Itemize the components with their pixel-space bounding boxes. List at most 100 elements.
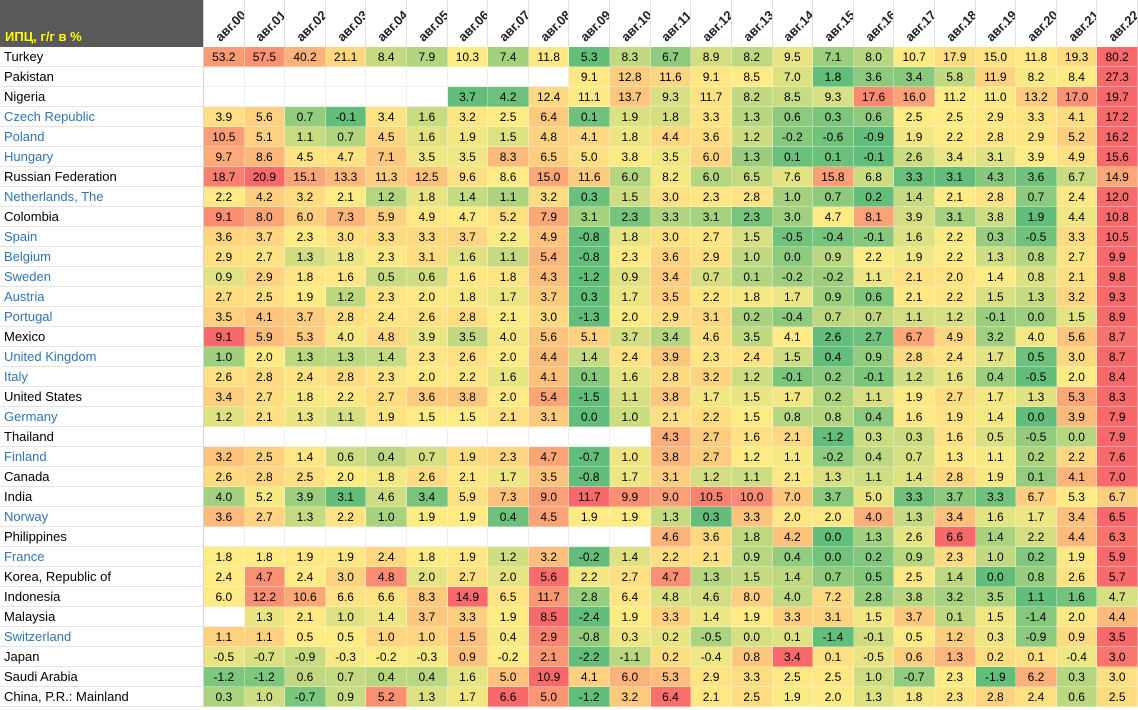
heatmap-cell: 2.9 xyxy=(691,667,732,687)
heatmap-cell: 2.1 xyxy=(488,307,529,327)
heatmap-cell: 3.8 xyxy=(447,387,489,407)
heatmap-cell xyxy=(285,67,326,87)
heatmap-cell: 0.9 xyxy=(894,547,935,567)
heatmap-cell: 0.1 xyxy=(772,147,814,167)
heatmap-cell: 17.6 xyxy=(853,87,895,107)
heatmap-cell xyxy=(204,427,245,447)
column-header-label: авг.20 xyxy=(1023,7,1057,45)
row-label[interactable]: Italy xyxy=(0,367,204,387)
heatmap-cell: 2.6 xyxy=(204,467,245,487)
heatmap-cell: 2.7 xyxy=(934,387,976,407)
heatmap-cell: 2.0 xyxy=(325,467,367,487)
column-header-label: авг.06 xyxy=(455,7,489,45)
heatmap-cell: 1.4 xyxy=(691,607,732,627)
column-header: авг.14 xyxy=(772,0,814,47)
row-label[interactable]: Portugal xyxy=(0,307,204,327)
heatmap-cell: 5.6 xyxy=(528,567,570,587)
heatmap-cell: 4.0 xyxy=(325,327,367,347)
heatmap-cell xyxy=(528,527,570,547)
heatmap-cell: 1.9 xyxy=(894,127,935,147)
heatmap-cell: 1.8 xyxy=(650,107,692,127)
heatmap-cell: 0.7 xyxy=(1016,187,1057,207)
heatmap-cell xyxy=(244,67,286,87)
heatmap-cell: -1.2 xyxy=(569,267,611,287)
row-label[interactable]: Belgium xyxy=(0,247,204,267)
heatmap-cell: 3.3 xyxy=(894,167,935,187)
heatmap-cell: 3.3 xyxy=(894,487,935,507)
heatmap-cell: 1.2 xyxy=(366,187,408,207)
row-label[interactable]: Germany xyxy=(0,407,204,427)
column-header: авг.13 xyxy=(731,0,773,47)
heatmap-cell: 0.3 xyxy=(894,427,935,447)
row-label[interactable]: Austria xyxy=(0,287,204,307)
heatmap-cell: 15.6 xyxy=(1097,147,1138,167)
row-label[interactable]: Switzerland xyxy=(0,627,204,647)
heatmap-cell xyxy=(366,67,408,87)
heatmap-cell: 0.7 xyxy=(407,447,448,467)
heatmap-cell: 2.6 xyxy=(813,327,854,347)
heatmap-cell xyxy=(204,607,245,627)
heatmap-cell: 4.6 xyxy=(366,487,408,507)
heatmap-cell: 17.2 xyxy=(1097,107,1138,127)
heatmap-cell: 0.9 xyxy=(325,687,367,707)
heatmap-cell: 3.3 xyxy=(975,487,1017,507)
row-label[interactable]: Hungary xyxy=(0,147,204,167)
heatmap-cell: -0.4 xyxy=(813,227,854,247)
heatmap-cell: 14.9 xyxy=(1097,167,1138,187)
heatmap-cell: 3.0 xyxy=(528,307,570,327)
heatmap-cell: 7.3 xyxy=(325,207,367,227)
heatmap-cell: 2.1 xyxy=(691,687,732,707)
heatmap-cell: 0.7 xyxy=(894,447,935,467)
row-label[interactable]: Norway xyxy=(0,507,204,527)
heatmap-cell: 1.3 xyxy=(731,107,773,127)
heatmap-cell: 6.7 xyxy=(650,47,692,67)
heatmap-cell: 3.7 xyxy=(813,487,854,507)
heatmap-cell: -0.7 xyxy=(569,447,611,467)
heatmap-cell: 1.3 xyxy=(975,247,1017,267)
heatmap-cell: 10.6 xyxy=(285,587,326,607)
column-header-label: авг.11 xyxy=(658,7,692,45)
heatmap-cell: 3.7 xyxy=(407,607,448,627)
heatmap-cell: 3.5 xyxy=(447,147,489,167)
heatmap-cell: 3.8 xyxy=(894,587,935,607)
row-label[interactable]: United Kingdom xyxy=(0,347,204,367)
row-label[interactable]: Sweden xyxy=(0,267,204,287)
heatmap-cell: 1.1 xyxy=(853,467,895,487)
column-header-label: авг.00 xyxy=(211,7,245,45)
column-header-label: авг.05 xyxy=(414,7,448,45)
heatmap-cell: 2.7 xyxy=(366,387,408,407)
row-label[interactable]: Netherlands, The xyxy=(0,187,204,207)
heatmap-cell: 1.3 xyxy=(853,527,895,547)
heatmap-cell: 2.2 xyxy=(488,227,529,247)
heatmap-cell: 0.5 xyxy=(894,627,935,647)
heatmap-cell: 1.8 xyxy=(447,287,489,307)
row-label[interactable]: Spain xyxy=(0,227,204,247)
heatmap-cell: 1.2 xyxy=(325,287,367,307)
heatmap-cell: 19.7 xyxy=(1097,87,1138,107)
row-label[interactable]: France xyxy=(0,547,204,567)
heatmap-cell: 2.0 xyxy=(488,387,529,407)
column-header-label: авг.01 xyxy=(252,7,286,45)
heatmap-cell: 12.0 xyxy=(1097,187,1138,207)
row-label[interactable]: Czech Republic xyxy=(0,107,204,127)
heatmap-cell: 11.8 xyxy=(528,47,570,67)
heatmap-cell: 0.3 xyxy=(975,227,1017,247)
heatmap-cell: 3.2 xyxy=(1056,287,1098,307)
heatmap-cell: 5.1 xyxy=(569,327,611,347)
heatmap-cell: 8.0 xyxy=(731,587,773,607)
row-label[interactable]: Poland xyxy=(0,127,204,147)
heatmap-cell: 2.2 xyxy=(934,227,976,247)
heatmap-cell: 2.8 xyxy=(244,467,286,487)
column-header-label: авг.08 xyxy=(536,7,570,45)
heatmap-cell: 2.6 xyxy=(407,307,448,327)
heatmap-cell: 2.7 xyxy=(691,447,732,467)
heatmap-cell: 2.0 xyxy=(1056,367,1098,387)
heatmap-cell: 3.6 xyxy=(204,507,245,527)
column-header: авг.00 xyxy=(204,0,245,47)
heatmap-cell: 8.5 xyxy=(731,67,773,87)
heatmap-cell: 0.3 xyxy=(569,287,611,307)
heatmap-cell: 2.8 xyxy=(325,367,367,387)
heatmap-cell: 1.9 xyxy=(325,547,367,567)
heatmap-cell: 6.4 xyxy=(528,107,570,127)
row-label[interactable]: Finland xyxy=(0,447,204,467)
